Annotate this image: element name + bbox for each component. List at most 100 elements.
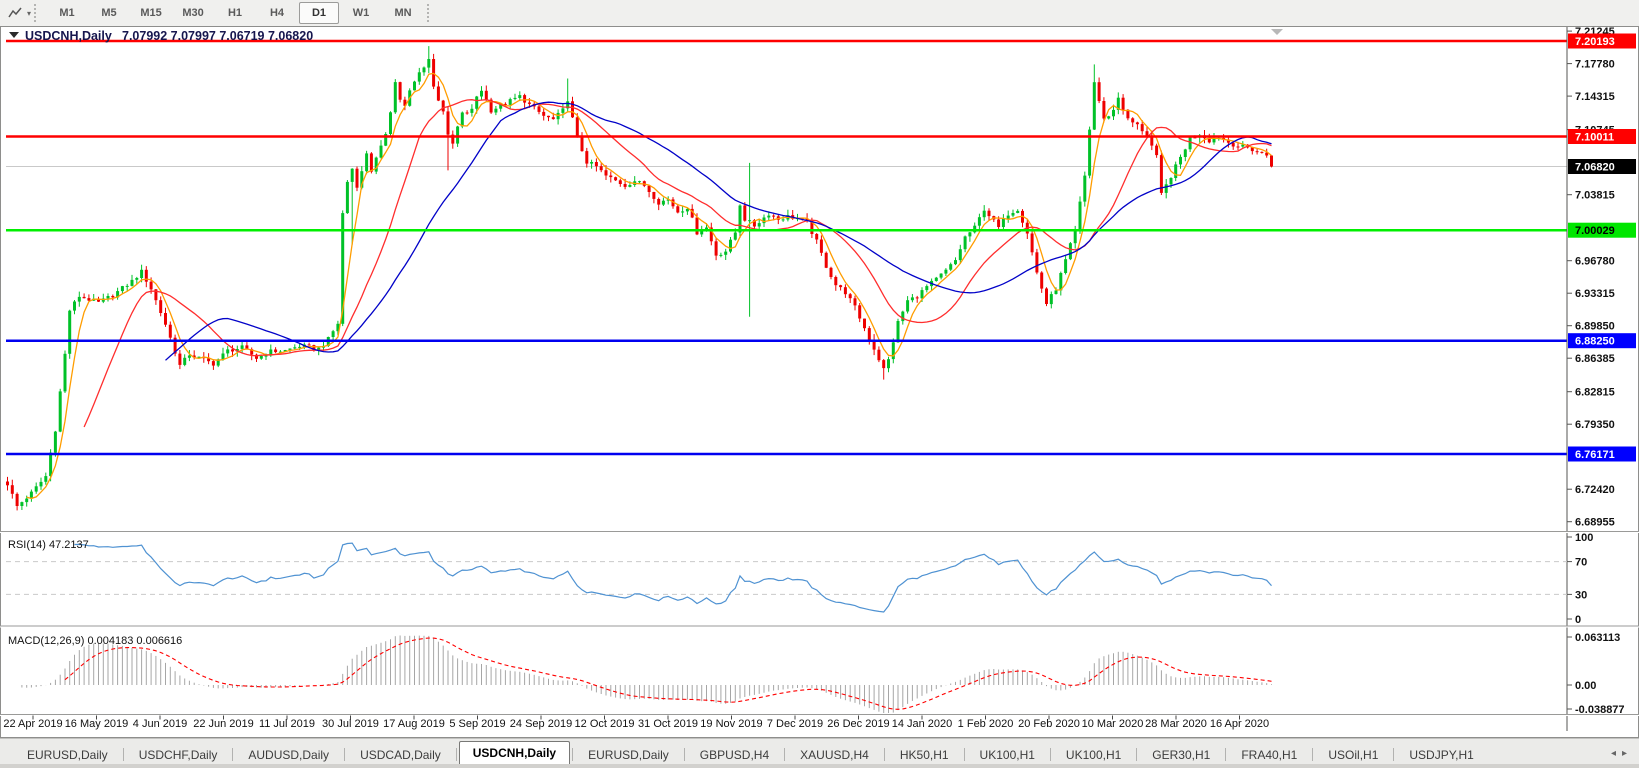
tab-separator [683, 748, 685, 761]
svg-text:20 Feb 2020: 20 Feb 2020 [1018, 718, 1080, 730]
moving-average-17 [83, 99, 1272, 428]
chart-shift-marker[interactable] [1271, 29, 1283, 35]
tab-separator [572, 748, 574, 761]
rsi-label: RSI(14) 47.2137 [8, 539, 89, 551]
svg-text:4 Jun 2019: 4 Jun 2019 [133, 718, 187, 730]
svg-text:5 Sep 2019: 5 Sep 2019 [449, 718, 505, 730]
timeframe-button-D1[interactable]: D1 [299, 2, 340, 24]
toolbar-grip-2 [427, 4, 434, 22]
svg-text:6.88250: 6.88250 [1575, 336, 1615, 348]
svg-text:16 May 2019: 16 May 2019 [65, 718, 129, 730]
chart-tab-USDJPY-H1[interactable]: USDJPY,H1 [1409, 748, 1474, 762]
svg-text:6.86385: 6.86385 [1575, 353, 1615, 365]
svg-text:16 Apr 2020: 16 Apr 2020 [1210, 718, 1269, 730]
svg-text:6.89850: 6.89850 [1575, 321, 1615, 333]
timeframe-button-H4[interactable]: H4 [269, 7, 285, 19]
chart-tab-XAUUSD-H4[interactable]: XAUUSD,H4 [800, 748, 869, 762]
timeframe-button-H1[interactable]: H1 [227, 7, 243, 19]
svg-text:6.68955: 6.68955 [1575, 517, 1615, 529]
rsi-axis-30: 30 [1575, 589, 1587, 601]
chart-area[interactable]: USDCNH,Daily 7.07992 7.07997 7.06719 7.06… [0, 26, 1639, 738]
chart-tab-USOil-H1[interactable]: USOil,H1 [1328, 748, 1379, 762]
timeframe-button-MN[interactable]: MN [394, 7, 412, 19]
svg-text:12 Oct 2019: 12 Oct 2019 [575, 718, 635, 730]
candles-layer [6, 46, 1273, 511]
timeframe-button-M15[interactable]: M15 [140, 7, 162, 19]
chart-tab-GBPUSD-H4[interactable]: GBPUSD,H4 [699, 748, 770, 762]
chart-ohlc-values: 7.07992 7.07997 7.06719 7.06820 [122, 29, 313, 43]
moving-average-34 [165, 101, 1272, 361]
timeframe-button-W1[interactable]: W1 [352, 7, 370, 19]
svg-text:7.14315: 7.14315 [1575, 91, 1615, 103]
tab-separator [883, 748, 885, 761]
chevron-down-icon[interactable]: ▾ [27, 8, 32, 18]
chart-tab-bar: EURUSD,Daily USDCHF,Daily AUDUSD,Daily USDC… [0, 738, 1639, 765]
svg-text:19 Nov 2019: 19 Nov 2019 [700, 718, 762, 730]
svg-text:30 Jul 2019: 30 Jul 2019 [322, 718, 379, 730]
toolbar-grip [34, 4, 41, 22]
chart-tab-HK50-H1[interactable]: HK50,H1 [899, 748, 949, 762]
svg-text:6.79350: 6.79350 [1575, 419, 1615, 431]
symbol-dropdown-icon[interactable] [9, 32, 19, 38]
date-axis: 22 Apr 2019 16 May 2019 4 Jun 2019 22 Jun 2… [3, 715, 1269, 730]
svg-text:17 Aug 2019: 17 Aug 2019 [383, 718, 445, 730]
tab-scroll-left-icon[interactable]: ◂ [1610, 748, 1622, 759]
tab-separator [1136, 748, 1138, 761]
macd-label: MACD(12,26,9) 0.004183 0.006616 [8, 635, 182, 647]
chart-tab-GER30-H1[interactable]: GER30,H1 [1152, 748, 1211, 762]
tab-scroll-right-icon[interactable]: ▸ [1621, 748, 1633, 759]
chart-tab-UK100-H1[interactable]: UK100,H1 [979, 748, 1035, 762]
chart-tab-USDCHF-Daily[interactable]: USDCHF,Daily [138, 748, 218, 762]
svg-text:28 Mar 2020: 28 Mar 2020 [1145, 718, 1207, 730]
svg-text:6.72420: 6.72420 [1575, 484, 1615, 496]
tab-separator [232, 748, 234, 761]
svg-text:6.96780: 6.96780 [1575, 256, 1615, 268]
macd-axis-0.00: 0.00 [1575, 680, 1596, 692]
chart-tab-USDCNH-Daily[interactable]: USDCNH,Daily [458, 741, 571, 765]
macd-signal-line [64, 637, 1272, 710]
svg-text:7.10011: 7.10011 [1575, 132, 1614, 144]
svg-text:7.03815: 7.03815 [1575, 190, 1615, 202]
chart-tab-UK100-H1[interactable]: UK100,H1 [1065, 748, 1122, 762]
chart-tab-USDCAD-Daily[interactable]: USDCAD,Daily [360, 748, 441, 762]
svg-text:7.17780: 7.17780 [1575, 59, 1615, 71]
rsi-line [74, 542, 1272, 613]
top-toolbar: ▾ M1 M5 M15 M30 H1 H4 D1 W1 MN [0, 0, 1639, 27]
tab-separator [1393, 748, 1395, 761]
timeframe-button-M5[interactable]: M5 [101, 7, 117, 19]
svg-text:6.76171: 6.76171 [1575, 449, 1615, 461]
svg-text:22 Apr 2019: 22 Apr 2019 [3, 718, 62, 730]
timeframe-button-M1[interactable]: M1 [59, 7, 75, 19]
svg-text:7.06820: 7.06820 [1575, 162, 1615, 174]
tab-separator [455, 748, 457, 761]
chart-tab-AUDUSD-Daily[interactable]: AUDUSD,Daily [248, 748, 330, 762]
svg-text:1 Feb 2020: 1 Feb 2020 [958, 718, 1014, 730]
rsi-axis-0: 0 [1575, 614, 1581, 626]
tab-separator [1049, 748, 1051, 761]
svg-text:7.00029: 7.00029 [1575, 225, 1615, 237]
rsi-axis-100: 100 [1575, 532, 1593, 544]
trendline-tools-icon[interactable] [4, 3, 26, 23]
svg-text:24 Sep 2019: 24 Sep 2019 [510, 718, 572, 730]
svg-text:10 Mar 2020: 10 Mar 2020 [1082, 718, 1144, 730]
rsi-axis-70: 70 [1575, 557, 1587, 569]
macd-axis--0.038877: -0.038877 [1575, 704, 1625, 716]
svg-text:22 Jun 2019: 22 Jun 2019 [193, 718, 254, 730]
tab-separator [1312, 748, 1314, 761]
svg-text:7.20193: 7.20193 [1575, 36, 1615, 48]
chart-tab-FRA40-H1[interactable]: FRA40,H1 [1241, 748, 1298, 762]
tab-separator [784, 748, 786, 761]
macd-histogram [21, 635, 1272, 713]
status-strip [0, 764, 1639, 768]
timeframe-button-M30[interactable]: M30 [182, 7, 204, 19]
tab-separator [1225, 748, 1227, 761]
price-axis-ticks: 7.212457.177807.143157.107457.038156.967… [1567, 26, 1615, 529]
macd-axis-0.063113: 0.063113 [1575, 632, 1620, 644]
svg-text:11 Jul 2019: 11 Jul 2019 [259, 718, 315, 730]
chart-tab-EURUSD-Daily[interactable]: EURUSD,Daily [588, 748, 669, 762]
svg-text:6.82815: 6.82815 [1575, 387, 1615, 399]
moving-average-5 [26, 72, 1272, 500]
svg-text:26 Dec 2019: 26 Dec 2019 [827, 718, 889, 730]
chart-tab-EURUSD-Daily[interactable]: EURUSD,Daily [27, 748, 108, 762]
svg-text:31 Oct 2019: 31 Oct 2019 [638, 718, 698, 730]
